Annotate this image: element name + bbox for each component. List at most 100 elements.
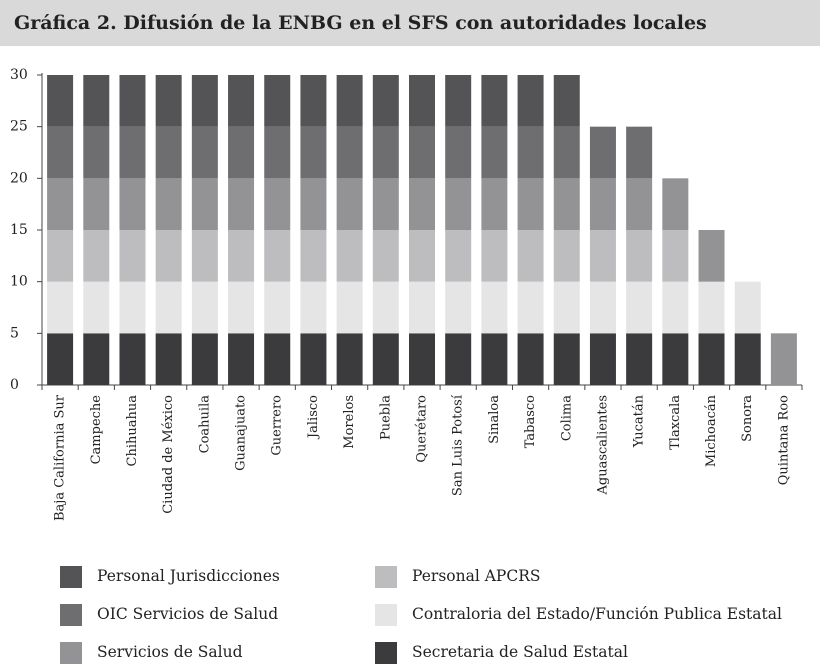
bar-segment [228, 126, 255, 179]
x-tick-label: Tabasco [523, 395, 538, 448]
bar-segment [119, 333, 146, 385]
bar-segment [481, 281, 508, 334]
y-tick-label: 25 [10, 119, 28, 135]
bar-segment [47, 75, 74, 127]
bar-segment [372, 178, 399, 230]
bar-segment [517, 230, 544, 282]
y-tick-label: 10 [10, 274, 28, 290]
legend-swatch [60, 604, 82, 626]
bar-segment [589, 230, 616, 282]
bar-segment [336, 126, 363, 179]
legend-swatch [60, 642, 82, 664]
bar-segment [191, 230, 218, 282]
x-tick-label: Puebla [378, 395, 393, 440]
bar-segment [228, 230, 255, 282]
bar-segment [264, 281, 291, 334]
legend-label: Servicios de Salud [97, 643, 243, 661]
bar-segment [626, 333, 653, 385]
bar-segment [228, 333, 255, 385]
bar-segment [264, 333, 291, 385]
x-tick-label: Sinaloa [487, 395, 502, 444]
bar-segment [553, 281, 580, 334]
bar-segment [589, 126, 616, 179]
bar-segment [409, 178, 435, 230]
bar-segment [734, 333, 761, 385]
legend-swatch [60, 566, 82, 588]
bar-segment [372, 126, 399, 179]
bar-segment [155, 333, 182, 385]
bar-segment [191, 281, 218, 334]
bar-segment [553, 126, 580, 179]
legend-label: Contraloria del Estado/Función Publica E… [412, 605, 782, 623]
bar-segment [372, 230, 399, 282]
bar-segment [626, 281, 653, 334]
legend-label: OIC Servicios de Salud [97, 605, 278, 623]
bar-segment [155, 281, 182, 334]
bar-segment [409, 281, 435, 334]
y-tick-label: 5 [10, 325, 19, 341]
bar-segment [300, 75, 327, 127]
x-tick-label: Tlaxcala [668, 395, 683, 450]
bar-segment [83, 333, 110, 385]
bar-segment [336, 333, 363, 385]
bar-segment [734, 281, 761, 334]
bar-segment [191, 333, 218, 385]
bar-segment [228, 75, 255, 127]
bar-segment [119, 178, 146, 230]
bar-segment [119, 230, 146, 282]
x-tick-label: Campeche [89, 395, 104, 465]
bar-segment [372, 333, 399, 385]
bar-segment [300, 230, 327, 282]
x-tick-label: Chihuahua [125, 395, 140, 467]
bar-segment [517, 126, 544, 179]
bar-segment [589, 333, 616, 385]
bar-segment [155, 75, 182, 127]
bar-segment [698, 333, 725, 385]
x-tick-label: Yucatán [632, 394, 647, 448]
bar-segment [228, 281, 255, 334]
bar-segment [336, 281, 363, 334]
chart-title: Gráfica 2. Difusión de la ENBG en el SFS… [14, 12, 707, 34]
bar-segment [300, 333, 327, 385]
bar-segment [47, 333, 74, 385]
bar-segment [662, 333, 689, 385]
bar-segment [47, 126, 74, 179]
bar-segment [698, 281, 725, 334]
x-tick-label: Coahuila [197, 395, 212, 454]
bar-segment [47, 281, 74, 334]
bar-segment [517, 178, 544, 230]
bar-segment [445, 333, 472, 385]
bar-segment [264, 126, 291, 179]
legend-swatch [375, 566, 397, 588]
bar-segment [264, 178, 291, 230]
bar-segment [336, 75, 363, 127]
bar-segment [191, 75, 218, 127]
bar-segment [589, 281, 616, 334]
bar-segment [481, 178, 508, 230]
bar-segment [553, 75, 580, 127]
bar-segment [409, 126, 435, 179]
bar-segment [336, 230, 363, 282]
bar-segment [119, 281, 146, 334]
bar-segment [445, 281, 472, 334]
bar-segment [47, 230, 74, 282]
bar-segment [83, 230, 110, 282]
bar-segment [698, 230, 725, 282]
bar-segment [481, 333, 508, 385]
bar-segment [553, 333, 580, 385]
bar-segment [517, 333, 544, 385]
bar-segment [300, 126, 327, 179]
bar-segment [191, 178, 218, 230]
x-tick-label: Colima [559, 395, 574, 441]
bar-segment [445, 178, 472, 230]
x-tick-label: Jalisco [306, 395, 321, 440]
bar-segment [481, 126, 508, 179]
bar-segment [662, 178, 689, 230]
bar-segment [481, 230, 508, 282]
x-tick-label: Guerrero [270, 395, 285, 456]
x-tick-label: Querétaro [415, 395, 430, 463]
bar-segment [300, 281, 327, 334]
bar-segment [553, 230, 580, 282]
x-tick-label: Ciudad de México [161, 395, 176, 514]
